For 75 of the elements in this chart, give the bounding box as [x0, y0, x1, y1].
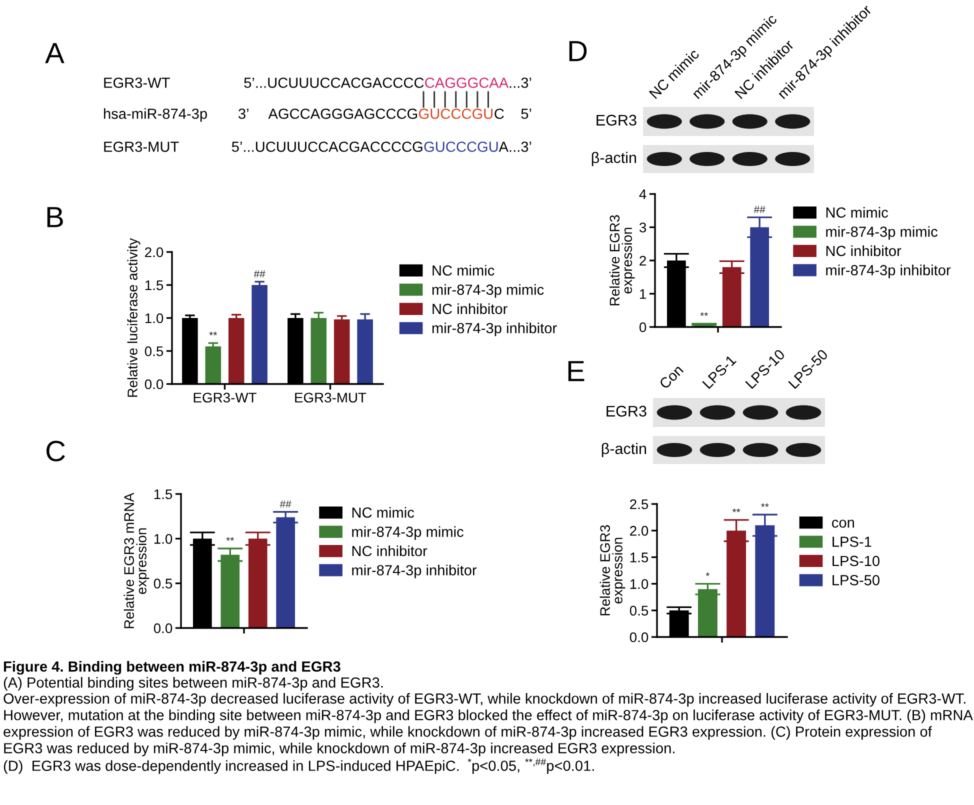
text: E [568, 361, 584, 382]
legend-label: NC inhibitor [352, 545, 428, 556]
text: 3’ AGCCAGGGAGCCCG [238, 108, 418, 119]
text: 5’...UCUUUCCACGACCCC [244, 78, 424, 88]
y-axis-title: Relative EGR3 expression [600, 525, 626, 616]
legend-label: mir-874-3p mimic [352, 526, 464, 540]
legend-label: LPS-1 [832, 536, 872, 547]
data-label: ## [280, 500, 292, 508]
chart-title: B [47, 207, 63, 228]
legend-label: NC inhibitor [432, 303, 508, 314]
legend-label: mir-874-3p inhibitor [826, 264, 951, 278]
text: ...3’ [510, 78, 532, 88]
legend-label: mir-874-3p inhibitor [432, 322, 557, 336]
y-tick-label: 1.5 [630, 552, 648, 562]
text: (A) Potential binding sites between miR-874-3p and EGR3. [4, 677, 383, 691]
y-tick-label: 1.0 [154, 534, 172, 544]
y-tick-label: 1.0 [630, 579, 648, 589]
y-tick-label: 2.0 [630, 526, 648, 536]
y-tick-label: 1 [640, 289, 646, 299]
text: D [569, 41, 587, 62]
y-tick-label: 0.5 [144, 346, 164, 356]
legend-label: NC mimic [352, 507, 414, 518]
data-label: ** [761, 503, 769, 507]
y-tick-label: 0.5 [154, 578, 172, 589]
text: β-actin [592, 152, 636, 166]
y-tick-label: 0.0 [630, 632, 648, 642]
text: CAGGGCAA [425, 78, 509, 88]
text: Over-expression of miR-874-3p decreased luciferase activity of EGR3-WT, while knockdown of miR-874-3p increased luciferase activity of EGR3-WT. However, mutation at the binding site between miR-874-3p and EGR3 blocked the effect of miR-874-3p on luciferase activity of EGR3-MUT. (B) mRNA expression of EGR3 was reduced by miR-874-3p mimic, while knockdown of miR-874-3p increased EGR3 expression. (C) Protein expression of EGR3 was reduced by miR-874-3p mimic, while knockdown of miR-874-3p increased EGR3 expression. [4, 693, 973, 756]
y-tick-label: 0.0 [154, 623, 172, 634]
legend-label: NC mimic [826, 207, 888, 218]
data-label: ## [254, 270, 266, 278]
y-tick-label: 1.0 [145, 313, 164, 324]
text: EGR3 [606, 406, 646, 417]
y-tick-label: 1.5 [154, 489, 172, 500]
y-tick-label: 3 [639, 222, 646, 232]
text: β-actin [602, 442, 646, 458]
text: GUCCCGU [419, 108, 492, 119]
category-label: EGR3-MUT [104, 142, 179, 152]
category-label: Con [658, 364, 684, 390]
y-tick-label: 0.0 [144, 379, 164, 390]
y-tick-label: 2 [640, 256, 646, 266]
text: (D) EGR3 was dose-dependently increased in LPS-induced HPAEpiC. *p<0.05, **,##p<0.01. [4, 758, 594, 774]
y-axis-title: Relative EGR3 expression [609, 215, 635, 306]
legend-label: mir-874-3p inhibitor [352, 564, 477, 578]
data-label: ** [732, 508, 740, 512]
category-label: EGR3-WT [104, 78, 170, 88]
y-tick-label: 0 [639, 322, 646, 332]
y-tick-label: 0.5 [630, 606, 648, 616]
data-label: ** [700, 312, 708, 316]
text: A [45, 43, 64, 64]
y-tick-label: 2.0 [145, 247, 164, 258]
text: EGR3 [596, 114, 636, 126]
data-label: ** [226, 537, 234, 541]
text: 5’...UCUUUCCACGACCCCG [232, 142, 422, 152]
y-tick-label: 1.5 [145, 280, 164, 290]
legend-label: mir-874-3p mimic [826, 226, 938, 240]
legend-label: LPS-10 [832, 556, 880, 566]
data-label: ** [209, 332, 218, 336]
legend-label: con [832, 520, 854, 528]
data-label: * [706, 572, 710, 576]
category-label: hsa-miR-874-3p [104, 108, 207, 122]
legend-label: mir-874-3p mimic [432, 284, 544, 298]
text: GUCCCGU [424, 142, 498, 152]
text: A...3’ [498, 142, 532, 152]
y-tick-label: 2.5 [630, 499, 648, 510]
legend-label: NC mimic [432, 264, 494, 276]
y-axis-title: Relative EGR3 mRNA expression [124, 492, 150, 628]
legend-label: LPS-50 [832, 575, 880, 586]
y-tick-label: 4 [639, 189, 646, 200]
data-label: ## [754, 206, 766, 214]
y-axis-title: Relative luciferase activity [127, 238, 140, 397]
legend-label: NC inhibitor [826, 245, 902, 256]
chart-title: C [46, 440, 65, 462]
text: C 5’ [494, 108, 532, 119]
text: Figure 4. Binding between miR-874-3p and EGR3 [4, 661, 340, 675]
